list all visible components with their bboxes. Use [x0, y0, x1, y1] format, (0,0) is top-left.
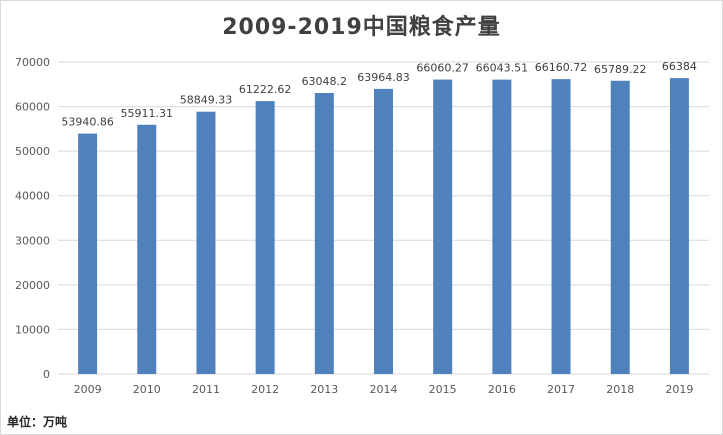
bar — [433, 79, 453, 374]
bar — [78, 133, 98, 374]
data-label: 53940.86 — [61, 116, 114, 129]
data-label: 66060.27 — [416, 62, 469, 75]
y-tick-label: 20000 — [15, 279, 50, 292]
bar — [137, 124, 157, 374]
bar — [374, 88, 393, 375]
y-tick-label: 0 — [43, 368, 50, 381]
chart-title: 2009-2019中国粮食产量 — [222, 15, 501, 40]
x-tick-label: 2019 — [665, 383, 693, 396]
unit-note: 单位：万吨 — [7, 415, 68, 429]
y-tick-label: 70000 — [15, 56, 50, 69]
x-tick-label: 2013 — [310, 383, 338, 396]
bar — [255, 101, 275, 374]
data-label: 61222.62 — [239, 83, 292, 96]
y-tick-label: 40000 — [15, 190, 50, 203]
x-tick-label: 2015 — [429, 383, 457, 396]
data-label: 65789.22 — [594, 63, 647, 76]
bar — [196, 111, 216, 374]
bar — [492, 79, 512, 374]
bar — [314, 92, 334, 374]
x-tick-label: 2016 — [488, 383, 516, 396]
data-label: 55911.31 — [121, 107, 174, 120]
y-tick-label: 30000 — [15, 234, 50, 247]
y-tick-label: 60000 — [15, 101, 50, 114]
data-label: 66160.72 — [535, 61, 588, 74]
y-tick-label: 10000 — [15, 323, 50, 336]
data-label: 58849.33 — [180, 94, 233, 107]
x-tick-label: 2014 — [370, 383, 398, 396]
x-tick-label: 2009 — [74, 383, 102, 396]
bar — [551, 79, 571, 375]
x-tick-label: 2017 — [547, 383, 575, 396]
data-label: 66384 — [662, 60, 697, 73]
data-label: 63964.83 — [357, 71, 410, 84]
y-tick-label: 50000 — [15, 145, 50, 158]
bar — [669, 78, 689, 374]
data-label: 63048.2 — [302, 75, 348, 88]
x-tick-label: 2011 — [192, 383, 220, 396]
x-tick-label: 2010 — [133, 383, 161, 396]
x-tick-label: 2012 — [251, 383, 279, 396]
x-tick-label: 2018 — [606, 383, 634, 396]
data-label: 66043.51 — [476, 62, 529, 75]
bar — [610, 80, 630, 374]
